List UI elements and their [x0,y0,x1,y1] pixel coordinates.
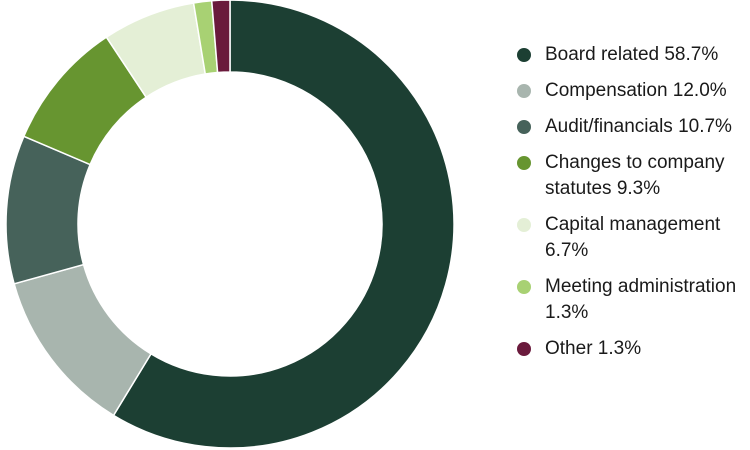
legend-label-0: Board related 58.7% [545,44,719,65]
legend-label-6: Other 1.3% [545,338,642,359]
legend-item-4: Capital management 6.7% [515,212,747,264]
legend-item-1: Compensation 12.0% [515,78,747,104]
donut-slice-0 [112,0,455,449]
chart-legend: Board related 58.7% Compensation 12.0% Aud… [515,42,747,372]
legend-swatch-4 [517,218,531,232]
legend-swatch-5 [517,280,531,294]
legend-item-3: Changes to company statutes 9.3% [515,150,747,202]
legend-label-5: Meeting administration 1.3% [545,276,737,323]
donut-chart [5,0,455,449]
legend-label-1: Compensation 12.0% [545,80,727,101]
legend-item-5: Meeting administration 1.3% [515,274,747,326]
legend-label-3: Changes to company statutes 9.3% [545,152,725,199]
legend-label-4: Capital management 6.7% [545,214,721,261]
legend-item-0: Board related 58.7% [515,42,747,68]
donut-slice-6 [210,0,231,74]
legend-item-6: Other 1.3% [515,336,747,362]
legend-swatch-2 [517,120,531,134]
legend-swatch-0 [517,48,531,62]
legend-swatch-6 [517,342,531,356]
legend-label-2: Audit/financials 10.7% [545,116,732,137]
legend-item-2: Audit/financials 10.7% [515,114,747,140]
legend-swatch-3 [517,156,531,170]
legend-swatch-1 [517,84,531,98]
